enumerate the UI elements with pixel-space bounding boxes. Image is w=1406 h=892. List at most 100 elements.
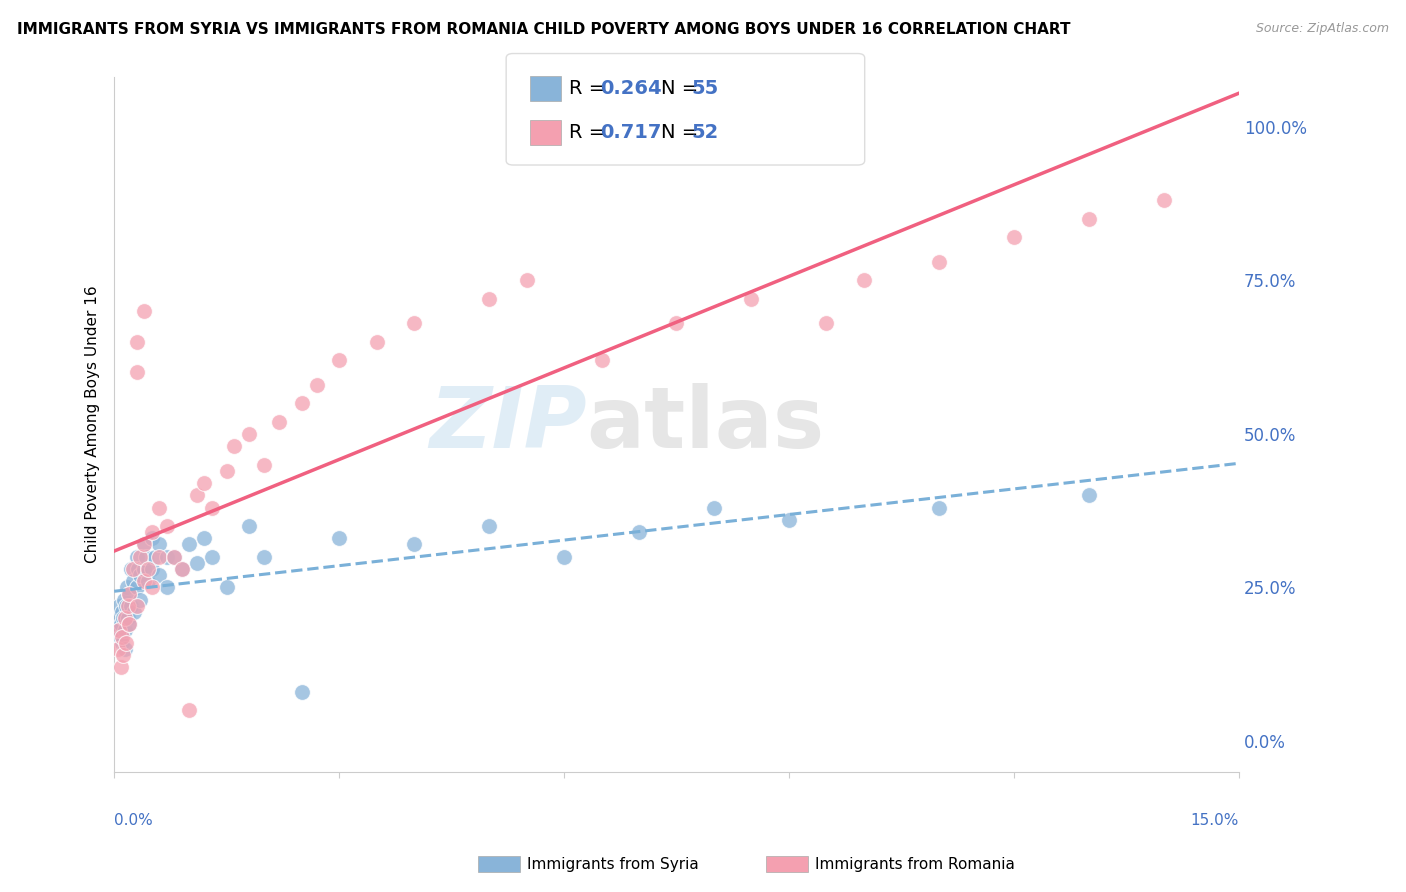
Point [201,500,224,515]
Point [928,254,950,268]
Point [928,500,950,515]
Point [141,531,163,545]
Point [118,617,141,632]
Point [328,353,350,368]
Point [305,377,328,392]
Point [253,549,276,564]
Point [111,636,134,650]
Text: Immigrants from Romania: Immigrants from Romania [815,857,1015,871]
Point [478,292,501,306]
Point [114,611,136,625]
Point [110,617,132,632]
Point [193,475,215,490]
Point [107,611,129,625]
Point [170,562,193,576]
Point [553,549,575,564]
Point [134,562,156,576]
Point [627,525,650,540]
Text: N =: N = [661,78,704,98]
Point [120,599,142,613]
Point [141,562,163,576]
Point [478,519,501,533]
Point [852,273,875,287]
Y-axis label: Child Poverty Among Boys Under 16: Child Poverty Among Boys Under 16 [86,285,100,564]
Point [125,599,148,613]
Point [111,630,134,644]
Point [148,549,170,564]
Point [156,519,179,533]
Point [122,574,145,589]
Text: 0.717: 0.717 [600,123,662,143]
Point [179,703,201,717]
Point [591,353,613,368]
Point [1002,230,1025,244]
Point [366,334,388,349]
Point [215,464,238,478]
Text: Immigrants from Syria: Immigrants from Syria [527,857,699,871]
Point [136,574,159,589]
Point [118,586,141,600]
Point [125,334,148,349]
Point [134,537,156,551]
Point [112,648,135,662]
Point [118,586,141,600]
Point [148,500,170,515]
Point [703,500,725,515]
Point [124,605,146,619]
Point [186,556,208,570]
Point [740,292,762,306]
Text: R =: R = [569,123,612,143]
Point [170,562,193,576]
Point [134,537,156,551]
Point [115,636,138,650]
Point [115,599,138,613]
Point [238,519,260,533]
Point [291,685,314,699]
Point [117,599,139,613]
Text: 0.264: 0.264 [600,78,662,98]
Point [148,537,170,551]
Text: N =: N = [661,123,704,143]
Text: 15.0%: 15.0% [1191,814,1239,829]
Point [193,531,215,545]
Point [269,415,291,429]
Point [778,513,800,527]
Point [201,549,224,564]
Point [120,562,142,576]
Point [186,488,208,502]
Point [1153,194,1175,208]
Point [215,581,238,595]
Point [114,641,136,656]
Point [134,574,156,589]
Point [179,537,201,551]
Point [665,316,688,330]
Point [163,549,186,564]
Point [122,562,145,576]
Point [291,396,314,410]
Text: Source: ZipAtlas.com: Source: ZipAtlas.com [1256,22,1389,36]
Point [1077,488,1099,502]
Point [815,120,838,134]
Point [111,605,134,619]
Point [224,439,246,453]
Text: 55: 55 [692,78,718,98]
Point [145,549,167,564]
Text: IMMIGRANTS FROM SYRIA VS IMMIGRANTS FROM ROMANIA CHILD POVERTY AMONG BOYS UNDER : IMMIGRANTS FROM SYRIA VS IMMIGRANTS FROM… [17,22,1070,37]
Point [107,641,129,656]
Text: ZIP: ZIP [429,383,586,467]
Point [129,549,152,564]
Point [108,630,131,644]
Point [156,549,179,564]
Point [128,592,150,607]
Text: R =: R = [569,78,612,98]
Point [125,581,148,595]
Point [141,581,163,595]
Point [148,568,170,582]
Point [404,316,426,330]
Point [117,611,139,625]
Point [118,617,141,632]
Point [136,562,159,576]
Point [253,458,276,472]
Point [163,549,186,564]
Point [127,562,149,576]
